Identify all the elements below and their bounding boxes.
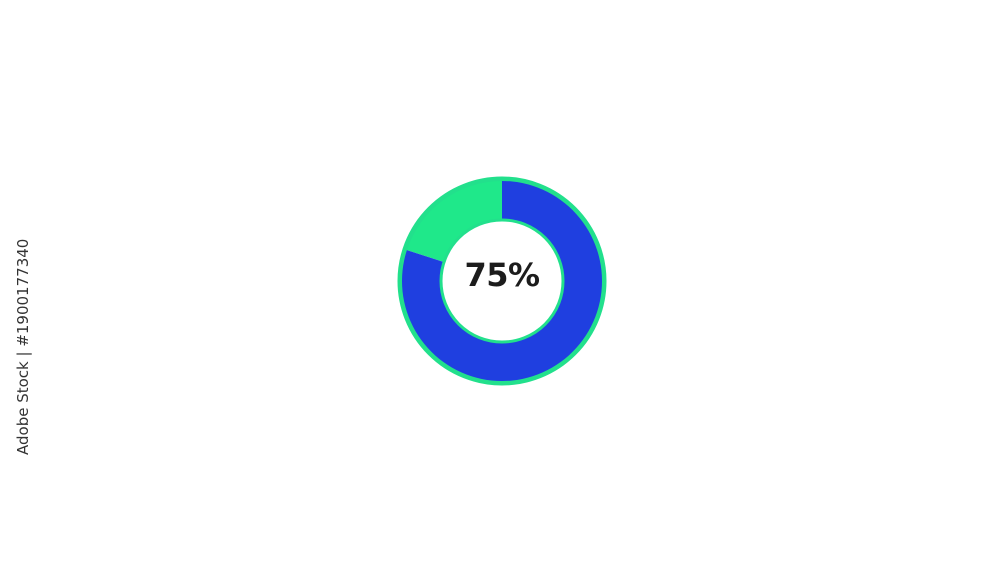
watermark-text: Adobe Stock | #1900177340 [14,238,32,455]
donut-inner-outline [439,218,565,344]
percentage-label: 75% [464,256,540,294]
donut-remaining-segment [406,181,502,263]
donut-outline [397,176,607,386]
donut-filled-segment [402,181,602,381]
